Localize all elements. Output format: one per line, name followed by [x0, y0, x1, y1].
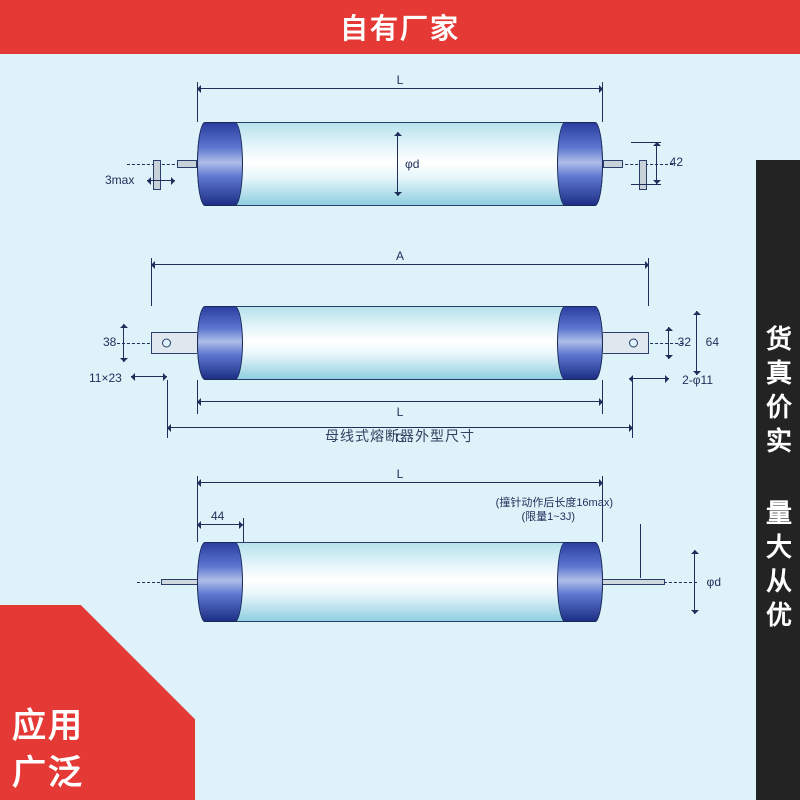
leader-11x23	[131, 376, 167, 377]
dim-body-L	[197, 401, 603, 402]
dim-label-L2: L	[397, 406, 404, 418]
end-cap-left	[197, 542, 243, 622]
dim-overall-A	[151, 264, 649, 265]
dim-label-11x23: 11×23	[89, 372, 122, 384]
dim-label-3max: 3max	[105, 174, 134, 186]
corner-badge: 应用 广泛	[0, 605, 195, 800]
dim-label-phi-d: φd	[405, 158, 419, 170]
top-banner-text: 自有厂家	[340, 7, 460, 47]
mount-bracket-right	[603, 152, 647, 186]
dim-42	[656, 142, 657, 184]
figure-1: L φd 3max 42	[197, 122, 603, 206]
corner-line1: 应用	[12, 698, 84, 747]
dim-label-L: L	[397, 74, 404, 86]
dim-label-44: 44	[211, 510, 224, 522]
dim-3max-line	[147, 180, 175, 181]
fuse-body	[197, 306, 603, 380]
dim-label-64: 64	[706, 336, 719, 348]
end-cap-left	[197, 122, 243, 206]
leader-note	[640, 524, 641, 578]
leader-2phi11	[629, 378, 669, 379]
mount-lug-right	[603, 332, 649, 354]
fuse-body	[197, 542, 603, 622]
note-striker-energy: (限量1~3J)	[522, 512, 576, 523]
end-cap-right	[557, 122, 603, 206]
right-strip: 货真价实 量大从优	[756, 160, 800, 800]
note-striker-length: (撞针动作后长度16max)	[496, 498, 613, 509]
striker-rod-right	[603, 579, 665, 585]
dim-32	[668, 327, 669, 359]
dim-label-38: 38	[103, 336, 116, 348]
mount-lug-left	[151, 332, 197, 354]
dim-lug-38	[123, 324, 124, 362]
top-banner: 自有厂家	[0, 0, 800, 54]
corner-line2: 广泛	[12, 745, 84, 794]
caption-busbar-fuse: 母线式熔断器外型尺寸	[325, 426, 475, 446]
end-cap-right	[557, 542, 603, 622]
dim-cap-44	[197, 524, 243, 525]
dim-label-phi-d-3: φd	[707, 576, 721, 588]
right-strip-text: 货真价实 量大从优	[760, 325, 797, 635]
dim-label-A: A	[396, 250, 404, 262]
figure-3: L (撞针动作后长度16max) (限量1~3J) 44 φd	[197, 542, 603, 622]
dim-label-L3: L	[397, 468, 404, 480]
figure-2: A L C 38 11×23 32 64 2-φ11	[197, 306, 603, 380]
dim-length-L3	[197, 482, 603, 483]
dim-diameter	[397, 132, 398, 196]
striker-rod-left	[161, 579, 197, 585]
dim-diameter-3	[694, 550, 695, 614]
end-cap-left	[197, 306, 243, 380]
dim-length-L	[197, 88, 603, 89]
dim-label-32: 32	[678, 336, 691, 348]
dim-label-42: 42	[670, 156, 683, 168]
dim-64	[696, 311, 697, 375]
end-cap-right	[557, 306, 603, 380]
dim-label-2phi11: 2-φ11	[682, 374, 713, 386]
